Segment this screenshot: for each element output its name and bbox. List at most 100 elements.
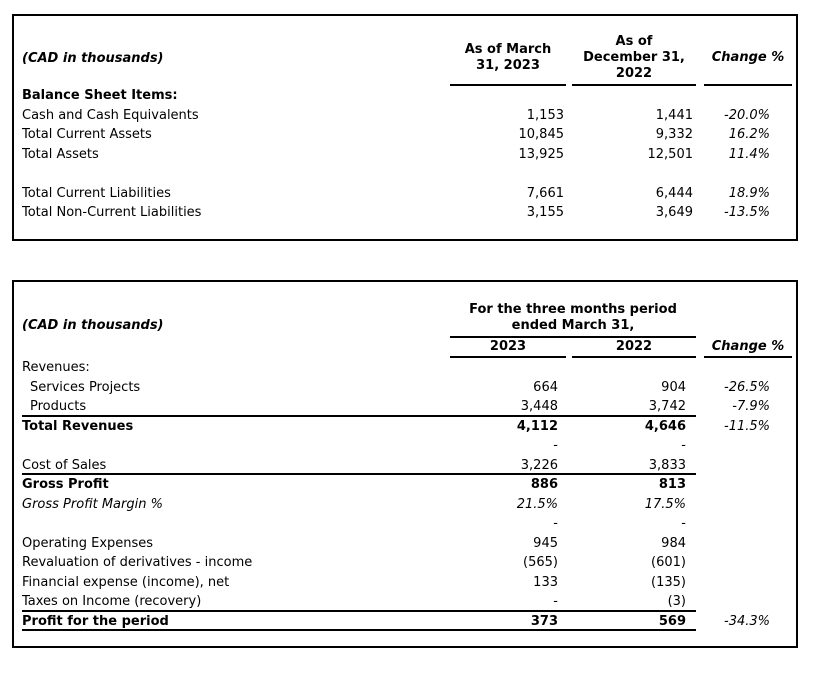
column-gap [696,534,704,554]
table-row: Total Assets 13,925 12,501 11.4% [22,145,796,165]
change-value: -13.5% [724,205,770,220]
value-2023: 664 [533,379,558,395]
column-header-2022: 2022 [572,338,696,358]
table-row: Total Current Liabilities 7,661 6,444 18… [22,184,796,204]
row-label: Services Projects [30,379,141,395]
column-gap [696,338,704,358]
value-2022: 12,501 [647,146,694,162]
column-gap [566,456,572,475]
value-2023: 3,226 [450,456,566,475]
row-label: Total Revenues [22,418,134,434]
table-row: Revaluation of derivatives - income (565… [22,553,796,573]
value-2022: 569 [572,612,696,631]
table-row: Cost of Sales 3,226 3,833 [22,456,796,476]
column-header-as-of-december-2022: As of December 31, 2022 [572,16,696,86]
column-gap [696,86,704,106]
column-gap [696,164,704,184]
income-statement-year-header-row: 2023 2022 Change % [22,338,796,358]
value-2023: (565) [523,555,558,570]
value-2022: 904 [661,379,686,395]
change-value [704,86,792,106]
value-2022: 3,649 [655,205,693,220]
change-value: 11.4% [728,146,770,162]
column-gap [566,397,572,417]
column-gap [566,592,572,612]
table-row: Cash and Cash Equivalents 1,153 1,441 -2… [22,106,796,126]
column-gap [696,417,704,437]
value-2022: 3,742 [572,397,696,417]
column-gap [696,282,704,338]
row-label [22,164,450,184]
row-label: Profit for the period [22,612,450,631]
row-label: Revaluation of derivatives - income [22,555,253,570]
row-label: Balance Sheet Items: [22,88,178,103]
row-label [22,514,450,534]
table-row: Gross Profit Margin % 21.5% 17.5% [22,495,796,515]
value-2023 [450,164,566,184]
table-row: Total Non-Current Liabilities 3,155 3,64… [22,203,796,223]
units-label: (CAD in thousands) [22,317,164,333]
column-gap [696,573,704,593]
value-2022 [572,86,696,106]
value-2023: 3,448 [450,397,566,417]
change-value: -26.5% [724,379,770,395]
value-2022: 1,441 [655,107,693,123]
row-label: Financial expense (income), net [22,574,230,590]
change-value [704,358,792,378]
column-gap [696,514,704,534]
period-header: For the three months period ended March … [450,282,696,338]
row-label: Cash and Cash Equivalents [22,107,199,123]
table-row: Profit for the period 373 569 -34.3% [22,612,796,631]
value-2022: 17.5% [644,496,686,512]
table-row: Taxes on Income (recovery) - (3) [22,592,796,612]
value-2022: 3,833 [572,456,696,475]
value-2023: 7,661 [526,185,564,201]
column-header-change-percent: Change % [704,338,792,358]
table-row: Gross Profit 886 813 [22,475,796,495]
column-gap [696,16,704,86]
value-2022: 813 [658,477,686,492]
column-gap [696,436,704,456]
change-value: -20.0% [724,107,770,123]
row-label: Operating Expenses [22,535,154,551]
row-label: Gross Profit Margin % [22,496,163,512]
row-label: Products [22,397,450,417]
row-label: Total Non-Current Liabilities [22,205,202,220]
units-label: (CAD in thousands) [22,51,164,66]
value-2023: - [450,592,566,612]
value-2022: (3) [572,592,696,612]
income-statement-period-header-row: (CAD in thousands) For the three months … [22,282,796,338]
table-row: Financial expense (income), net 133 (135… [22,573,796,593]
income-statement-panel: (CAD in thousands) For the three months … [12,280,798,648]
column-gap [696,358,704,378]
column-header-as-of-march-2023: As of March 31, 2023 [450,16,566,86]
column-gap [696,378,704,398]
change-value [704,495,792,515]
value-2023: 1,153 [526,107,564,123]
value-2022: (135) [651,574,686,590]
value-2023: 10,845 [518,127,565,142]
column-gap [566,612,572,631]
change-value [704,592,792,612]
value-2023: 945 [533,535,558,551]
empty-header-cell [22,338,450,358]
change-value [704,553,792,573]
change-value [704,573,792,593]
change-value: -7.9% [732,399,770,414]
value-2023 [450,358,566,378]
change-value: 18.9% [728,185,770,201]
row-label: Total Assets [22,146,99,162]
balance-sheet-header-row: (CAD in thousands) As of March 31, 2023 … [22,16,796,86]
column-gap [696,203,704,223]
change-value [704,456,792,476]
value-2023: 886 [530,477,558,492]
change-value [704,436,792,456]
column-gap [696,456,704,476]
value-2023: 133 [533,574,558,590]
table-row [22,164,796,184]
column-header-2023: 2023 [450,338,566,358]
row-label: Revenues: [22,360,90,375]
column-gap [696,106,704,126]
column-gap [696,125,704,145]
column-gap [696,475,704,495]
